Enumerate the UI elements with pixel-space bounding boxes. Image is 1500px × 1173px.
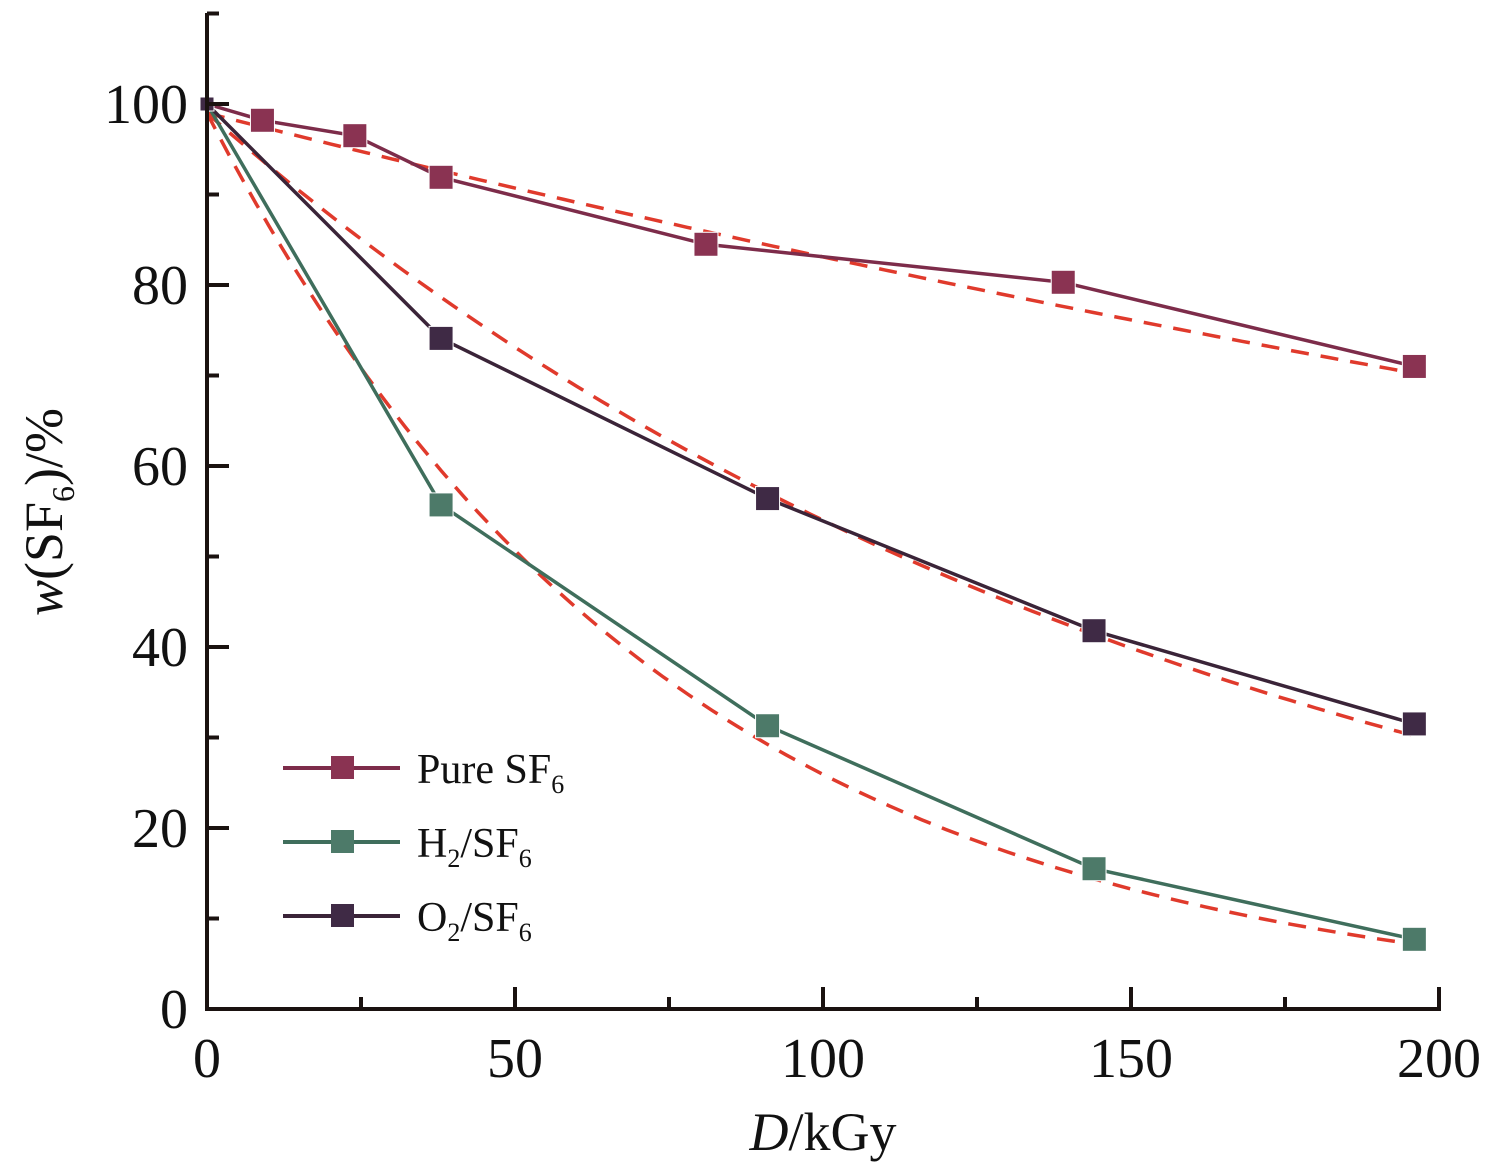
legend-label-sub2: 6	[519, 844, 532, 873]
data-point-h2-sf6	[1401, 926, 1427, 952]
legend-label-tail: /SF	[460, 821, 518, 867]
legend-marker-h2-sf6	[331, 830, 354, 853]
data-point-pure-sf6	[342, 123, 368, 149]
x-tick-label: 100	[781, 1028, 865, 1090]
y-tick-label: 60	[132, 436, 188, 498]
y-tick-label: 100	[104, 74, 188, 136]
y-tick-label: 40	[132, 617, 188, 679]
y-axis-title-close: )/%	[14, 408, 74, 486]
legend-item-h2-sf6: H2/SF6	[283, 821, 532, 873]
fit-curves	[205, 111, 1415, 946]
data-point-pure-sf6	[249, 107, 275, 133]
fit-curve-pure-sf6	[206, 111, 1415, 375]
data-point-o2-sf6	[428, 325, 454, 351]
legend-label-tail: /SF	[460, 895, 518, 941]
ticks: 0 50 100 150 200 0 20 40 60 80 100	[104, 11, 1481, 1090]
data-point-pure-sf6	[1401, 353, 1427, 379]
series-h2-sf6	[199, 96, 1427, 952]
x-axis-title-unit: /kGy	[789, 1102, 897, 1162]
data-point-pure-sf6	[428, 164, 454, 190]
data-point-o2-sf6	[1401, 711, 1427, 737]
legend: Pure SF6 H2/SF6 O2/SF6	[283, 747, 564, 947]
x-tick-label: 50	[487, 1028, 543, 1090]
series-line-h2-sf6	[205, 103, 1415, 942]
legend-label-main: H	[417, 821, 447, 867]
data-point-h2-sf6	[755, 713, 781, 739]
legend-label-h2-sf6: H2/SF6	[417, 821, 532, 873]
series-o2-sf6	[199, 96, 1427, 737]
data-point-o2-sf6	[755, 486, 781, 512]
legend-item-pure-sf6: Pure SF6	[283, 747, 564, 799]
legend-label-pure-sf6: Pure SF6	[417, 747, 564, 799]
legend-label-sub: 2	[447, 844, 460, 873]
series-pure-sf6	[199, 96, 1427, 379]
y-axis-title-open: (SF	[14, 502, 74, 580]
legend-label-sub: 6	[551, 770, 564, 799]
y-tick-label: 0	[160, 979, 188, 1041]
fit-curve-o2-sf6	[205, 111, 1415, 738]
series-line-pure-sf6	[206, 102, 1415, 369]
data-point-o2-sf6	[1081, 618, 1107, 644]
x-axis-title-var: D	[749, 1102, 789, 1162]
y-axis-title: w(SF6)/%	[14, 408, 81, 616]
legend-marker-o2-sf6	[331, 904, 354, 927]
y-axis-title-sub: 6	[45, 486, 81, 502]
y-tick-label: 20	[132, 798, 188, 860]
y-tick-label: 80	[132, 255, 188, 317]
legend-label-main: Pure SF	[417, 747, 551, 793]
series-group	[199, 96, 1427, 952]
data-point-pure-sf6	[1050, 269, 1076, 295]
legend-label-o2-sf6: O2/SF6	[417, 895, 532, 947]
data-point-h2-sf6	[1081, 856, 1107, 882]
legend-marker-pure-sf6	[331, 756, 354, 779]
fit-curve-h2-sf6	[205, 112, 1415, 946]
x-tick-label: 150	[1089, 1028, 1173, 1090]
axes	[205, 13, 1441, 1011]
data-point-h2-sf6	[428, 492, 454, 518]
legend-label-sub: 2	[447, 918, 460, 947]
legend-label-main: O	[417, 895, 447, 941]
y-axis-title-var: w	[14, 580, 74, 616]
x-tick-label: 0	[193, 1028, 221, 1090]
legend-label-sub2: 6	[519, 918, 532, 947]
legend-item-o2-sf6: O2/SF6	[283, 895, 532, 947]
data-point-pure-sf6	[693, 231, 719, 257]
x-tick-label: 200	[1397, 1028, 1481, 1090]
x-axis-title: D/kGy	[749, 1102, 897, 1162]
